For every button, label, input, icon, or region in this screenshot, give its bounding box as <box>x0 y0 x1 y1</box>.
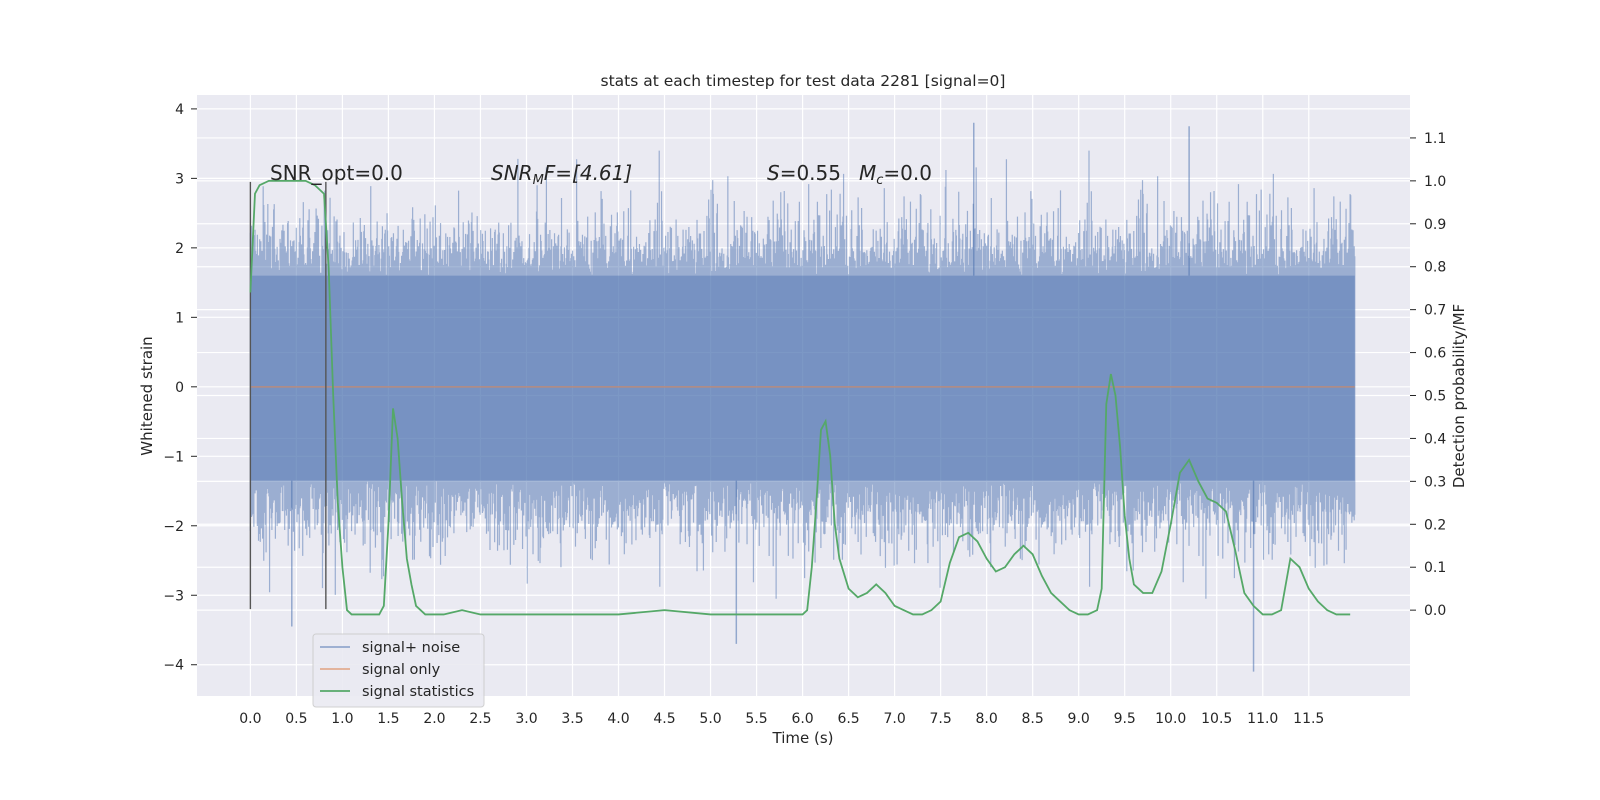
legend-label-signal-only: signal only <box>362 662 441 678</box>
chart-title: stats at each timestep for test data 228… <box>601 72 1006 90</box>
y-tick-label: −4 <box>163 658 184 674</box>
x-tick-label: 3.0 <box>515 711 537 727</box>
x-tick-label: 9.5 <box>1114 711 1136 727</box>
y2-tick-label: 0.1 <box>1424 560 1446 576</box>
x-tick-label: 8.0 <box>976 711 998 727</box>
annotation-mc-subscript: c <box>876 173 883 188</box>
y2-tick-label: 0.5 <box>1424 389 1446 405</box>
legend-box <box>312 633 485 708</box>
y-axis-ticks: 4 3 2 1 0 −1 −2 −3 −4 <box>163 102 197 674</box>
x-tick-label: 1.0 <box>331 711 353 727</box>
annotation-snr-mf: SNRMF=[4.61] <box>491 161 632 188</box>
x-tick-label: 3.5 <box>561 711 583 727</box>
signal-noise-core <box>250 275 1355 481</box>
x-tick-label: 7.0 <box>883 711 905 727</box>
series-signal-noise <box>249 122 1356 672</box>
y2-axis-label: Detection probability/MF <box>1450 304 1468 488</box>
y2-tick-label: 0.2 <box>1424 517 1446 533</box>
y2-tick-label: 1.1 <box>1424 131 1446 147</box>
x-axis-ticks: 0.0 0.5 1.0 1.5 2.0 2.5 3.0 3.5 4.0 4.5 5.0 5.5 6.0 6… <box>239 711 1324 727</box>
y2-tick-label: 0.0 <box>1424 603 1446 619</box>
y2-tick-label: 0.8 <box>1424 260 1446 276</box>
x-axis-label: Time (s) <box>772 729 834 747</box>
series-signal-statistics-line <box>249 179 1351 616</box>
x-tick-label: 11.5 <box>1293 711 1324 727</box>
y-tick-label: −2 <box>163 519 184 535</box>
y-axis-label: Whitened strain <box>138 336 156 455</box>
y-tick-label: 2 <box>175 241 184 257</box>
annotation-mc-symbol: M <box>859 161 876 185</box>
y2-tick-label: 0.6 <box>1424 346 1446 362</box>
annotation-s: S=0.55 <box>767 161 841 185</box>
x-tick-label: 9.0 <box>1068 711 1090 727</box>
x-tick-label: 5.0 <box>699 711 721 727</box>
annotation-snr-mf-f: F=[4.61] <box>544 161 632 185</box>
y2-tick-label: 0.7 <box>1424 303 1446 319</box>
annotation-mc: Mc=0.0 <box>859 161 932 188</box>
legend-label-signal-statistics: signal statistics <box>362 684 474 700</box>
x-tick-label: 0.0 <box>239 711 261 727</box>
x-tick-label: 10.5 <box>1201 711 1232 727</box>
annotation-s-symbol: S <box>767 161 780 185</box>
x-tick-label: 5.5 <box>745 711 767 727</box>
y-tick-label: 4 <box>175 102 184 118</box>
y-tick-label: 3 <box>175 171 184 187</box>
x-tick-label: 4.0 <box>607 711 629 727</box>
y2-tick-label: 0.3 <box>1424 474 1446 490</box>
y-tick-label: 0 <box>175 380 184 396</box>
x-tick-label: 6.5 <box>837 711 859 727</box>
x-tick-label: 0.5 <box>285 711 307 727</box>
y2-tick-label: 1.0 <box>1424 174 1446 190</box>
annotation-s-value: =0.55 <box>780 161 841 185</box>
x-tick-label: 2.0 <box>423 711 445 727</box>
legend: signal+ noise signal only signal statist… <box>312 633 485 708</box>
y-tick-label: −3 <box>163 588 184 604</box>
x-tick-label: 1.5 <box>377 711 399 727</box>
x-tick-label: 8.5 <box>1022 711 1044 727</box>
x-tick-label: 2.5 <box>469 711 491 727</box>
y-tick-label: 1 <box>175 310 184 326</box>
y2-axis-ticks: 1.1 1.0 0.9 0.8 0.7 0.6 0.5 0.4 0.3 0.2 0.1 0.0 <box>1410 131 1446 619</box>
annotation-snr-opt: SNR_opt=0.0 <box>270 161 403 185</box>
marker-vertical-lines <box>249 181 327 610</box>
legend-label-signal-noise: signal+ noise <box>362 640 460 656</box>
x-tick-label: 11.0 <box>1247 711 1278 727</box>
annotation-mc-value: =0.0 <box>883 161 932 185</box>
y-tick-label: −1 <box>163 449 184 465</box>
x-tick-label: 6.0 <box>791 711 813 727</box>
x-tick-label: 7.5 <box>929 711 951 727</box>
y2-tick-label: 0.4 <box>1424 431 1446 447</box>
x-tick-label: 4.5 <box>653 711 675 727</box>
x-tick-label: 10.0 <box>1155 711 1186 727</box>
annotation-snr-mf-symbol: SNR <box>491 161 533 185</box>
y2-tick-label: 0.9 <box>1424 217 1446 233</box>
annotation-snr-mf-subscript: M <box>533 173 544 188</box>
